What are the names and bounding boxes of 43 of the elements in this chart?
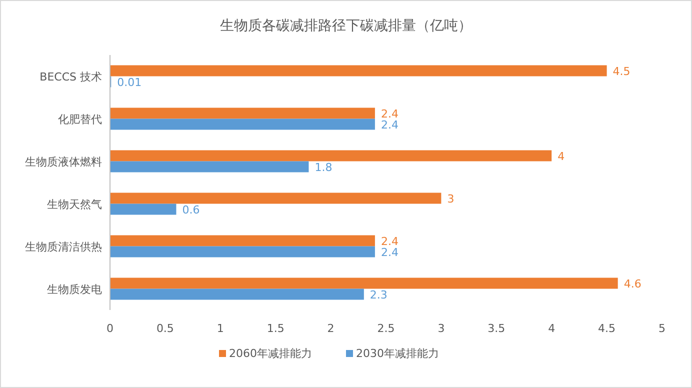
- bar: [110, 65, 607, 76]
- x-tick-label: 0: [106, 322, 114, 335]
- data-label: 2.4: [380, 234, 398, 248]
- x-tick-label: 5: [658, 322, 666, 335]
- data-label: 2.4: [380, 246, 398, 259]
- y-tick-label: BECCS 技术: [40, 70, 102, 84]
- data-label: 2.4: [380, 107, 398, 120]
- bar: [110, 246, 375, 258]
- bar: [110, 204, 176, 215]
- data-label: 4.5: [612, 64, 630, 78]
- bar: [110, 161, 309, 172]
- data-label: 2.3: [370, 288, 388, 302]
- x-tick-label: 1.5: [266, 322, 284, 335]
- bar: [110, 235, 375, 246]
- data-label: 3: [447, 192, 454, 206]
- bar: [110, 150, 552, 162]
- x-tick-label: 3: [438, 322, 445, 335]
- bar: [110, 108, 375, 119]
- y-tick-label: 生物质发电: [47, 282, 102, 296]
- data-label: 0.01: [117, 76, 142, 89]
- data-label: 1.8: [314, 160, 332, 174]
- x-tick-label: 2: [327, 322, 334, 335]
- data-label: 2.4: [380, 118, 398, 132]
- bar: [110, 192, 442, 204]
- y-tick-label: 生物天然气: [47, 198, 102, 211]
- data-label: 0.6: [182, 203, 200, 216]
- bar: [110, 288, 364, 300]
- x-tick-label: 4: [548, 322, 556, 335]
- data-label: 4: [558, 150, 565, 163]
- legend-label: 2030年减排能力: [356, 347, 439, 360]
- y-tick-label: 生物质清洁供热: [25, 240, 102, 254]
- y-tick-label: 生物质液体燃料: [25, 155, 102, 168]
- legend-label: 2060年减排能力: [229, 347, 312, 360]
- x-tick-label: 0.5: [156, 322, 174, 335]
- data-label: 4.6: [624, 277, 642, 290]
- y-tick-label: 化肥替代: [58, 112, 102, 126]
- bar: [110, 118, 375, 130]
- x-tick-label: 1: [216, 322, 224, 335]
- x-tick-label: 3.5: [488, 322, 506, 335]
- chart-title: 生物质各碳减排路径下碳减排量（亿吨）: [220, 18, 472, 34]
- x-tick-label: 4.5: [598, 322, 616, 335]
- x-tick-label: 2.5: [377, 322, 395, 335]
- bar: [110, 278, 618, 289]
